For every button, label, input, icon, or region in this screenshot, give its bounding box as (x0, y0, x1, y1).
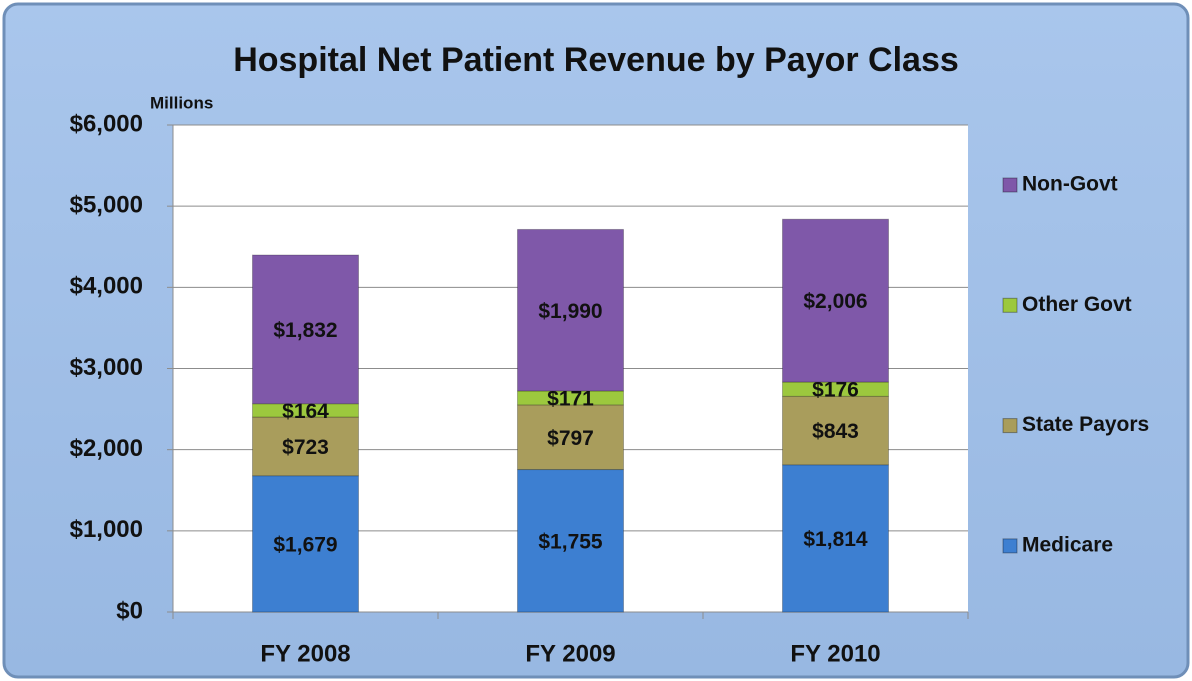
x-tick-label: FY 2009 (525, 640, 615, 667)
legend-label: Non-Govt (1022, 173, 1118, 196)
y-tick-label: $1,000 (70, 516, 143, 543)
data-label: $176 (812, 379, 859, 402)
data-label: $723 (282, 436, 329, 459)
bar-segment (782, 218, 889, 383)
legend-swatch (1002, 538, 1018, 554)
data-label: $1,755 (538, 530, 603, 553)
y-tick-label: $3,000 (70, 354, 143, 381)
data-label: $2,006 (803, 290, 867, 313)
data-label: $843 (812, 420, 859, 443)
bar-segment (252, 254, 359, 405)
data-label: $1,814 (803, 528, 868, 551)
data-label: $1,990 (538, 300, 602, 323)
x-tick-label: FY 2008 (260, 640, 350, 667)
y-tick-label: $0 (116, 597, 143, 624)
legend-label: Other Govt (1022, 293, 1132, 316)
legend-swatch (1002, 418, 1018, 434)
legend-swatch (1002, 177, 1018, 193)
bar-segment (782, 395, 889, 466)
bar-segment (252, 416, 359, 477)
bar-segment (517, 228, 624, 392)
y-axis-label: Millions (150, 93, 213, 112)
y-tick-label: $4,000 (70, 273, 143, 300)
legend-label: State Payors (1022, 413, 1149, 436)
bar-segment (782, 381, 889, 397)
bar-segment (517, 469, 624, 613)
bar-segment (517, 404, 624, 471)
x-tick-label: FY 2010 (790, 640, 880, 667)
data-label: $171 (547, 387, 594, 410)
y-tick-label: $6,000 (70, 110, 143, 137)
data-label: $1,832 (273, 319, 337, 342)
y-tick-label: $5,000 (70, 192, 143, 219)
y-tick-label: $2,000 (70, 435, 143, 462)
data-label: $1,679 (273, 533, 337, 556)
data-label: $797 (547, 427, 594, 450)
bar-segment (782, 464, 889, 613)
legend-swatch (1002, 297, 1018, 313)
data-label: $164 (282, 400, 329, 423)
legend-label: Medicare (1022, 533, 1113, 556)
chart-title: Hospital Net Patient Revenue by Payor Cl… (233, 41, 959, 79)
